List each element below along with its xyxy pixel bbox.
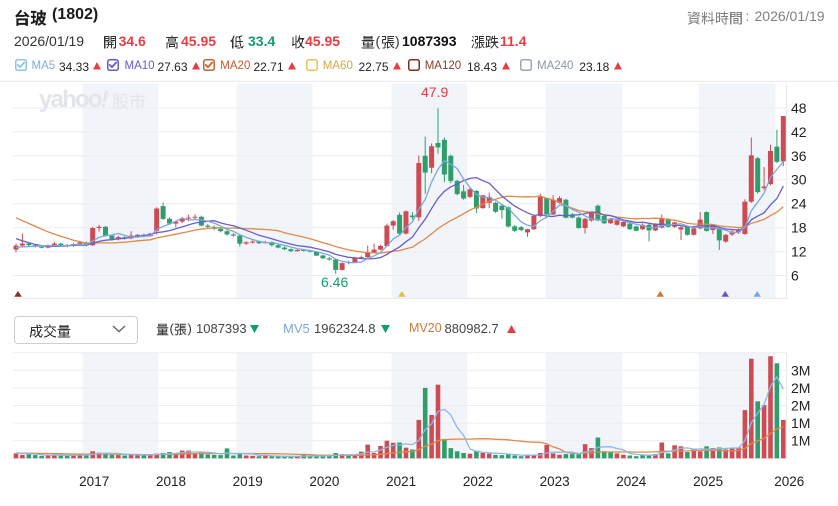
svg-text:47.9: 47.9 <box>421 84 448 100</box>
svg-text:2025: 2025 <box>693 474 723 489</box>
svg-text:2022: 2022 <box>463 474 493 489</box>
svg-text:18: 18 <box>791 220 807 236</box>
svg-text:yahoo!: yahoo! <box>39 86 109 113</box>
svg-text:30: 30 <box>791 172 807 188</box>
svg-text:2017: 2017 <box>79 474 109 489</box>
svg-text:6.46: 6.46 <box>321 274 348 290</box>
svg-text:24: 24 <box>791 196 807 212</box>
svg-text:2024: 2024 <box>616 474 647 489</box>
svg-text:2020: 2020 <box>309 474 339 489</box>
svg-text:1M: 1M <box>791 433 810 449</box>
svg-text:6: 6 <box>791 268 799 284</box>
svg-text:42: 42 <box>791 124 807 140</box>
svg-text:12: 12 <box>791 244 807 260</box>
svg-text:1M: 1M <box>791 415 810 431</box>
svg-text:2M: 2M <box>791 380 810 396</box>
svg-text:2M: 2M <box>791 398 810 414</box>
svg-text:36: 36 <box>791 148 807 164</box>
svg-text:2026: 2026 <box>774 474 804 489</box>
svg-text:2018: 2018 <box>156 474 186 489</box>
svg-text:3M: 3M <box>791 362 810 378</box>
svg-text:48: 48 <box>791 100 807 116</box>
svg-text:2023: 2023 <box>540 474 570 489</box>
svg-text:2021: 2021 <box>386 474 416 489</box>
svg-text:2019: 2019 <box>233 474 263 489</box>
